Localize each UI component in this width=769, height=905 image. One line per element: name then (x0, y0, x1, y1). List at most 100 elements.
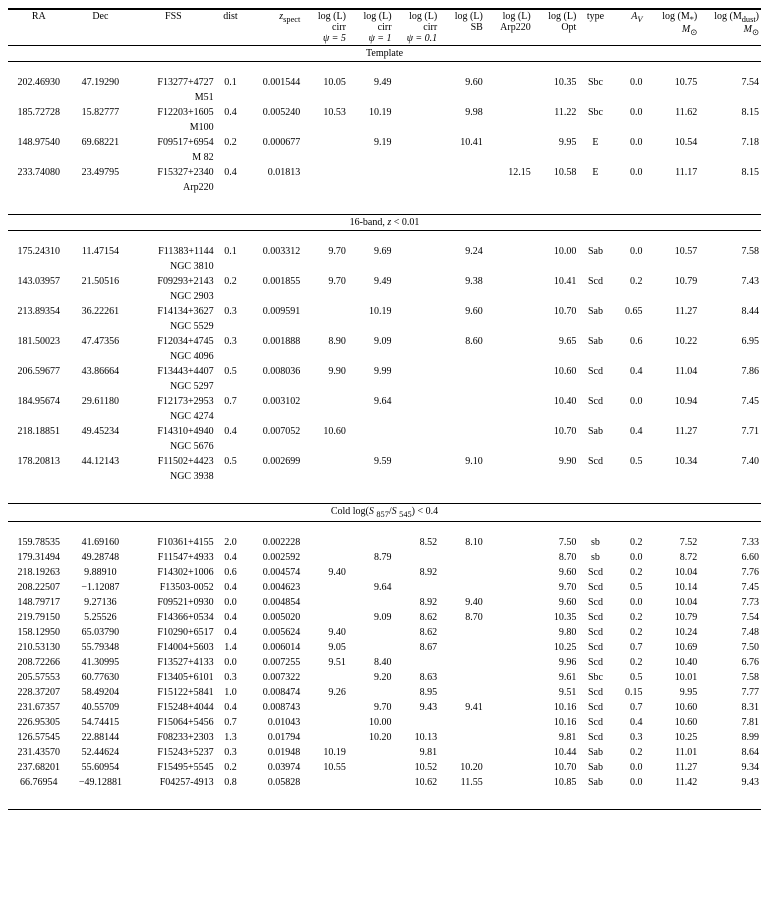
cell-dist: 0.4 (216, 625, 246, 640)
cell-av: 0.0 (613, 165, 645, 180)
cell-l2 (348, 535, 394, 550)
cell-av: 0.2 (613, 274, 645, 289)
cell-type: Scd (578, 595, 612, 610)
cell-av: 0.0 (613, 550, 645, 565)
cell-av: 0.2 (613, 610, 645, 625)
cell-md: 8.15 (699, 165, 761, 180)
cell-dec: 11.47154 (70, 244, 132, 259)
table-row-sub: Arp220 (8, 180, 761, 195)
cell-l3 (394, 394, 440, 409)
cell-l3: 8.95 (394, 685, 440, 700)
cell-av: 0.2 (613, 655, 645, 670)
cell-ra: 185.72728 (8, 105, 70, 120)
cell-md: 7.54 (699, 75, 761, 90)
cell-ra: 213.89354 (8, 304, 70, 319)
col-l-sb: log (L)SB (439, 9, 485, 46)
cell-opt: 10.00 (533, 244, 579, 259)
cell-ra: 159.78535 (8, 535, 70, 550)
cell-sb: 9.38 (439, 274, 485, 289)
cell-z: 0.005020 (245, 610, 302, 625)
cell-l1 (302, 535, 348, 550)
cell-ra: 228.37207 (8, 685, 70, 700)
cell-fss: F15248+4044 (131, 700, 215, 715)
table-row: 159.7853541.69160F10361+41552.00.0022288… (8, 535, 761, 550)
cell-dec: 22.88144 (70, 730, 132, 745)
cell-l3 (394, 550, 440, 565)
cell-md: 6.76 (699, 655, 761, 670)
cell-opt: 10.35 (533, 610, 579, 625)
cell-fss: F15122+5841 (131, 685, 215, 700)
cell-l2: 10.20 (348, 730, 394, 745)
cell-opt: 10.70 (533, 424, 579, 439)
cell-opt: 11.22 (533, 105, 579, 120)
cell-type: Sab (578, 424, 612, 439)
cell-fss: F10290+6517 (131, 625, 215, 640)
cell-ra: 148.79717 (8, 595, 70, 610)
cell-fss: F13527+4133 (131, 655, 215, 670)
cell-md: 7.86 (699, 364, 761, 379)
cell-av: 0.5 (613, 670, 645, 685)
cell-sb (439, 394, 485, 409)
cell-l1 (302, 304, 348, 319)
cell-arp (485, 775, 533, 790)
cell-dist: 0.8 (216, 775, 246, 790)
cell-z: 0.003312 (245, 244, 302, 259)
cell-arp (485, 670, 533, 685)
cell-opt: 10.25 (533, 640, 579, 655)
cell-arp (485, 75, 533, 90)
cell-type: Sab (578, 760, 612, 775)
cell-dec: 41.69160 (70, 535, 132, 550)
cell-type: Sab (578, 304, 612, 319)
cell-sb: 8.10 (439, 535, 485, 550)
col-l-opt: log (L)Opt (533, 9, 579, 46)
cell-ms: 11.27 (644, 304, 699, 319)
cell-av: 0.0 (613, 775, 645, 790)
table-row: 233.7408023.49795F15327+23400.40.0181312… (8, 165, 761, 180)
cell-dist: 0.7 (216, 394, 246, 409)
cell-l1 (302, 135, 348, 150)
cell-z: 0.002592 (245, 550, 302, 565)
cell-ra: 233.74080 (8, 165, 70, 180)
cell-sb: 9.60 (439, 75, 485, 90)
cell-opt: 10.44 (533, 745, 579, 760)
cell-ms: 10.04 (644, 595, 699, 610)
cell-av: 0.3 (613, 730, 645, 745)
cell-arp (485, 454, 533, 469)
cell-l3 (394, 165, 440, 180)
cell-sb (439, 745, 485, 760)
cell-type: Scd (578, 625, 612, 640)
cell-opt: 10.85 (533, 775, 579, 790)
cell-opt: 9.51 (533, 685, 579, 700)
cell-dist: 0.2 (216, 274, 246, 289)
cell-ms: 10.24 (644, 625, 699, 640)
cell-md: 8.15 (699, 105, 761, 120)
cell-opt: 8.70 (533, 550, 579, 565)
cell-dist: 0.3 (216, 304, 246, 319)
cell-dec: 40.55709 (70, 700, 132, 715)
table-row: 179.3149449.28748F11547+49330.40.0025928… (8, 550, 761, 565)
data-table: RA Dec FSS dist zspect log (L)cirrψ = 5 … (8, 8, 761, 810)
cell-z: 0.000677 (245, 135, 302, 150)
cell-dist: 0.3 (216, 670, 246, 685)
col-fss: FSS (131, 9, 215, 46)
cell-dec: 15.82777 (70, 105, 132, 120)
cell-z: 0.007255 (245, 655, 302, 670)
cell-type: Sbc (578, 670, 612, 685)
table-row: 202.4693047.19290F13277+47270.10.0015441… (8, 75, 761, 90)
cell-sb (439, 424, 485, 439)
cell-ra: 237.68201 (8, 760, 70, 775)
cell-dist: 0.4 (216, 424, 246, 439)
table-row-sub: NGC 4274 (8, 409, 761, 424)
cell-ms: 10.79 (644, 274, 699, 289)
cell-arp (485, 274, 533, 289)
cell-sb: 8.70 (439, 610, 485, 625)
cell-dec: 41.30995 (70, 655, 132, 670)
cell-dist: 0.6 (216, 565, 246, 580)
cell-fss: F12034+4745 (131, 334, 215, 349)
cell-z: 0.01948 (245, 745, 302, 760)
cell-l2: 9.64 (348, 394, 394, 409)
cell-arp (485, 640, 533, 655)
cell-dist: 0.4 (216, 105, 246, 120)
col-mdust: log (Mdust)M⊙ (699, 9, 761, 46)
cell-ms: 11.04 (644, 364, 699, 379)
